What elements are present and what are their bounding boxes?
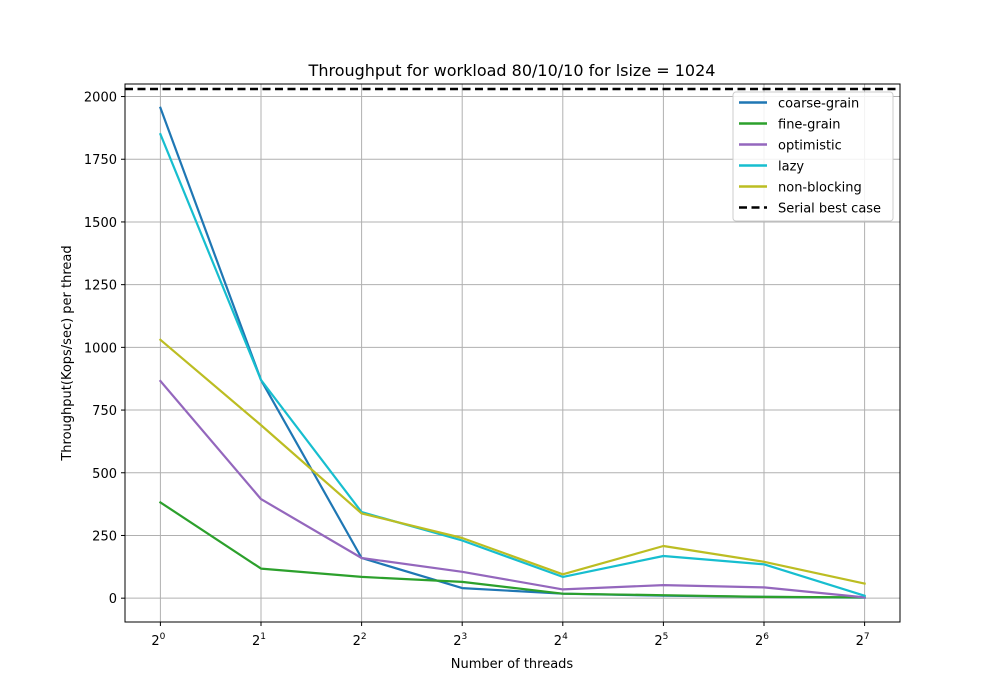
y-tick-label: 0 xyxy=(109,592,117,607)
x-axis-label: Number of threads xyxy=(451,657,574,672)
series-line-lazy xyxy=(158,132,866,598)
x-tick-label: 25 xyxy=(654,632,668,649)
plot-area-frame xyxy=(124,83,901,623)
chart-title: Throughput for workload 80/10/10 for lsi… xyxy=(308,61,716,80)
x-tick-label-base: 2 xyxy=(353,634,361,649)
y-tick-label: 1000 xyxy=(84,341,117,356)
y-tick-label: 750 xyxy=(92,404,117,419)
legend-entry: lazy xyxy=(778,160,804,175)
legend-entry: coarse-grain xyxy=(778,97,859,112)
series-line-fine-grain xyxy=(158,500,866,599)
y-tick-label: 2000 xyxy=(84,91,117,106)
x-tick-label-base: 2 xyxy=(554,634,562,649)
x-tick-label-base: 2 xyxy=(755,634,763,649)
x-tick-label-base: 2 xyxy=(252,634,260,649)
legend: coarse-grain fine-grain optimistic lazy non-… xyxy=(732,91,894,222)
legend-box xyxy=(732,91,894,222)
x-tick-label-exponent: 1 xyxy=(260,632,266,642)
y-axis-label: Throughput(Kops/sec) per thread xyxy=(60,245,75,461)
x-tick-label-base: 2 xyxy=(453,634,461,649)
x-tick-label: 20 xyxy=(151,632,165,649)
legend-entry: non-blocking xyxy=(778,181,862,196)
legend-entry: optimistic xyxy=(778,139,842,154)
axis-ticks: 20 21 22 23 24 25 26 27025050075010001250150017… xyxy=(84,91,870,649)
x-tick-label-exponent: 6 xyxy=(763,632,769,642)
x-tick-label: 24 xyxy=(554,632,568,649)
y-tick-label: 1500 xyxy=(84,216,117,231)
x-tick-label-base: 2 xyxy=(654,634,662,649)
x-tick-label: 26 xyxy=(755,632,769,649)
series-line-non-blocking xyxy=(158,338,866,585)
x-tick-label: 21 xyxy=(252,632,266,649)
series-lines xyxy=(125,87,900,599)
x-tick-label-exponent: 2 xyxy=(361,632,367,642)
x-tick-label-exponent: 5 xyxy=(663,632,669,642)
y-tick-label: 250 xyxy=(92,529,117,544)
x-tick-label-exponent: 4 xyxy=(562,632,568,642)
x-tick-label: 27 xyxy=(856,632,870,649)
series-line-optimistic xyxy=(158,379,866,599)
x-tick-label-base: 2 xyxy=(856,634,864,649)
y-tick-label: 500 xyxy=(92,467,117,482)
x-tick-label-exponent: 7 xyxy=(864,632,870,642)
legend-entry: Serial best case xyxy=(778,202,881,217)
legend-entry: fine-grain xyxy=(778,118,841,133)
x-tick-label-base: 2 xyxy=(151,634,159,649)
x-tick-label-exponent: 3 xyxy=(461,632,467,642)
y-tick-label: 1250 xyxy=(84,279,117,294)
x-tick-label-exponent: 0 xyxy=(160,632,166,642)
x-tick-label: 23 xyxy=(453,632,467,649)
y-tick-label: 1750 xyxy=(84,153,117,168)
x-tick-label: 22 xyxy=(353,632,367,649)
